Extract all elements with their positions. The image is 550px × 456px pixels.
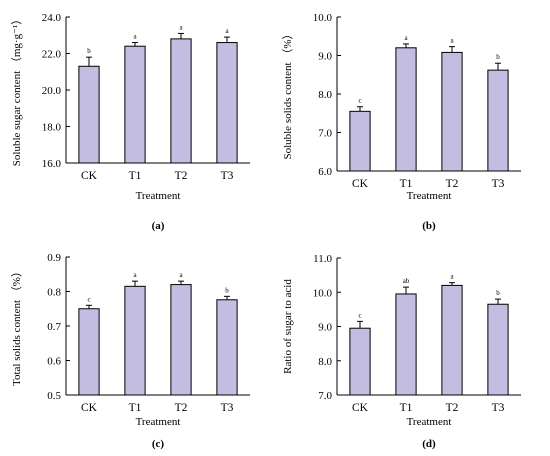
x-tick-label: T3 [221, 402, 234, 414]
bar [170, 284, 192, 396]
y-tick-label: 18.0 [42, 122, 62, 134]
x-axis-title: Treatment [136, 190, 181, 202]
x-tick-label: T3 [221, 170, 234, 182]
y-tick-label: 24.0 [42, 12, 62, 24]
panel-label: (a) [152, 220, 165, 232]
significance-letter: a [404, 34, 408, 42]
y-tick-label: 9.0 [318, 51, 332, 63]
significance-letter: ab [403, 277, 410, 285]
y-tick-label: 8.0 [318, 89, 332, 101]
y-tick-label: 0.7 [47, 321, 61, 333]
bar [349, 110, 371, 172]
bar [170, 38, 192, 164]
significance-letter: a [225, 27, 229, 35]
chart-panel-3: 0.5 0.6 0.7 0.8 0.9 c CK a T1 a T2 b T3 Treatment Tota… [10, 252, 250, 450]
significance-letter: b [496, 53, 500, 61]
y-tick-label: 11.0 [313, 253, 332, 265]
y-tick-label: 7.0 [318, 128, 332, 140]
significance-letter: a [450, 37, 454, 45]
bar [487, 69, 509, 172]
significance-letter: c [358, 97, 361, 105]
significance-letter: b [225, 286, 229, 294]
bar [124, 45, 146, 164]
y-tick-label: 9.0 [318, 322, 332, 334]
x-tick-label: T2 [446, 178, 459, 190]
x-tick-label: T2 [175, 170, 188, 182]
significance-letter: a [133, 33, 137, 41]
bar [78, 65, 100, 164]
bar [487, 303, 509, 396]
y-axis-title: Ratio of sugar to acid [282, 279, 294, 374]
y-tick-label: 0.9 [47, 252, 61, 264]
y-tick-label: 20.0 [42, 85, 62, 97]
significance-letter: a [450, 273, 454, 281]
x-tick-label: CK [81, 170, 98, 182]
x-tick-label: T1 [400, 402, 413, 414]
y-tick-label: 10.0 [313, 287, 333, 299]
x-tick-label: CK [352, 178, 369, 190]
x-tick-label: CK [352, 402, 369, 414]
x-tick-label: T3 [492, 178, 505, 190]
panel-label: (d) [422, 438, 436, 450]
bar [78, 308, 100, 396]
x-axis-title: Treatment [407, 416, 452, 428]
x-tick-label: T1 [129, 402, 142, 414]
y-axis-title: Soluble sugar content （mg·g⁻¹） [10, 14, 23, 166]
chart-panel-4: 7.0 8.0 9.0 10.0 11.0 c CK ab T1 a T2 b T3 Treatment R… [282, 253, 521, 450]
y-axis-title: Total solids content （%） [10, 266, 23, 386]
x-tick-label: T1 [129, 170, 142, 182]
x-axis-title: Treatment [136, 416, 181, 428]
significance-letter: b [496, 289, 500, 297]
significance-letter: a [179, 271, 183, 279]
x-axis-title: Treatment [407, 190, 452, 202]
x-tick-label: T1 [400, 178, 413, 190]
y-tick-label: 0.8 [47, 287, 61, 299]
significance-letter: a [133, 271, 137, 279]
bar [395, 47, 417, 172]
bar [395, 293, 417, 396]
y-tick-label: 6.0 [318, 166, 332, 178]
y-axis-title: Soluble solids content （%） [281, 28, 294, 159]
bar [216, 42, 238, 164]
y-tick-label: 0.5 [47, 390, 61, 402]
panel-label: (c) [152, 438, 165, 450]
bar [441, 51, 463, 172]
bar [349, 327, 371, 396]
x-tick-label: T2 [175, 402, 188, 414]
x-tick-label: T2 [446, 402, 459, 414]
panel-label: (b) [422, 220, 436, 232]
x-tick-label: CK [81, 402, 98, 414]
y-tick-label: 10.0 [313, 12, 333, 24]
bar [441, 284, 463, 396]
y-tick-label: 22.0 [42, 49, 62, 61]
y-tick-label: 16.0 [42, 158, 62, 170]
chart-panel-2: 6.0 7.0 8.0 9.0 10.0 c CK a T1 a T2 b T3 Treatment Sol… [281, 12, 521, 232]
significance-letter: c [87, 295, 90, 303]
significance-letter: a [179, 23, 183, 31]
y-tick-label: 7.0 [318, 390, 332, 402]
chart-panel-1: 16.0 18.0 20.0 22.0 24.0 b CK a T1 a T2 a T3 Treatmen… [10, 12, 250, 232]
significance-letter: b [87, 47, 91, 55]
y-tick-label: 8.0 [318, 356, 332, 368]
y-tick-label: 0.6 [47, 356, 61, 368]
bar [124, 285, 146, 396]
bar [216, 299, 238, 396]
significance-letter: c [358, 311, 361, 319]
x-tick-label: T3 [492, 402, 505, 414]
